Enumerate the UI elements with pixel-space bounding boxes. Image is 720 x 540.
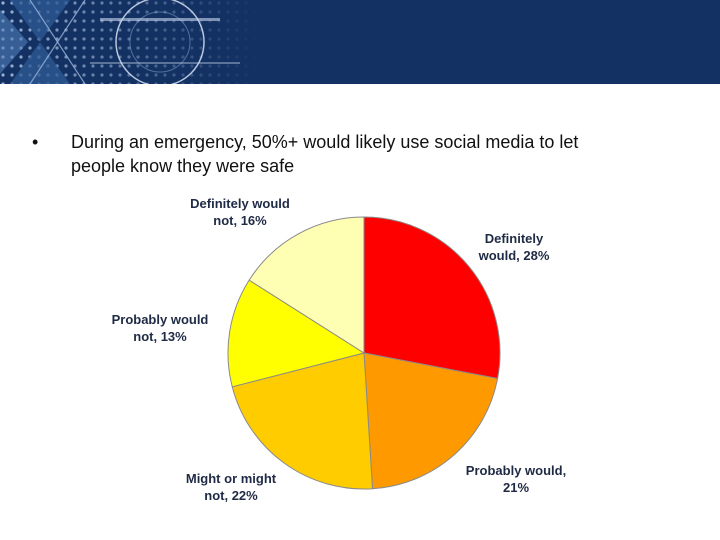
slice-label: Definitely would not, 16% [190,196,290,228]
slice-label-line-1: Probably would, [466,463,566,478]
tech-grid-graphic-icon [0,0,260,84]
bullet-line-1: During an emergency, 50%+ would likely u… [71,132,579,152]
slice-label-line-2: would, 28% [478,248,550,263]
pie-slice-definitely-would-not [248,216,365,354]
pie-slice-probably-would [363,352,499,490]
slice-label-line-2: not, 13% [133,329,187,344]
slice-label-line-2: not, 22% [204,488,258,503]
slice-label-line-1: Definitely [485,231,544,246]
bullet-symbol: • [32,132,39,152]
slice-label-line-2: 21% [503,480,529,495]
slice-label-line-1: Probably would [112,312,209,327]
pie-slice-definitely-would [363,216,501,380]
slice-label: Probably would, 21% [466,463,566,495]
slice-label: Might or might not, 22% [186,471,277,503]
bullet-text: During an emergency, 50%+ would likely u… [71,130,691,178]
slice-label: Definitely would, 28% [478,231,550,263]
pie-slice-might-or-might-not [231,352,374,490]
header-banner [0,0,720,84]
slice-label-line-1: Might or might [186,471,277,486]
pie-slice-probably-would-not [227,279,366,388]
slice-label-line-1: Definitely would [190,196,290,211]
slice-label-line-2: not, 16% [213,213,267,228]
slice-label: Probably would not, 13% [112,312,209,344]
bullet-line-2: people know they were safe [71,156,295,176]
